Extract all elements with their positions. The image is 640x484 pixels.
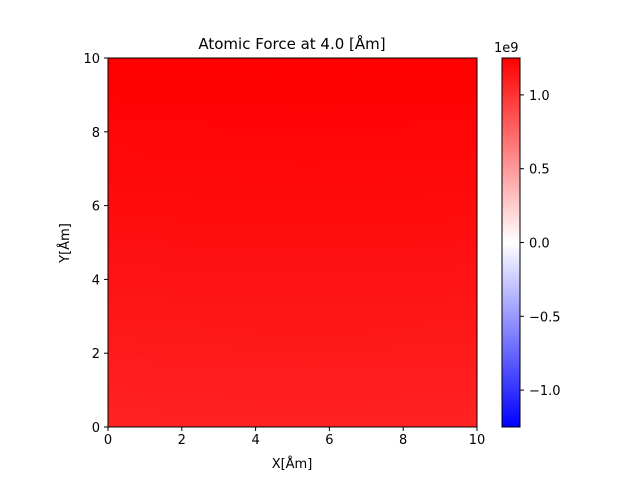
x-tick-label: 8 — [399, 433, 407, 448]
plot-area — [107, 57, 478, 428]
y-tick-label: 2 — [92, 347, 100, 362]
x-tick-label: 4 — [251, 433, 259, 448]
y-axis-ticks: 0 2 4 6 8 10 — [83, 52, 108, 436]
y-tick-label: 10 — [83, 52, 100, 67]
x-axis-label: X[Åm] — [272, 456, 313, 472]
y-tick-label: 6 — [92, 200, 100, 215]
chart-title: Atomic Force at 4.0 [Åm] — [198, 34, 385, 53]
heatmap-field-highlight — [108, 58, 477, 427]
colorbar-tick-label: −1.0 — [529, 384, 561, 399]
y-axis-label: Y[Åm] — [57, 223, 73, 264]
x-tick-label: 6 — [325, 433, 333, 448]
x-tick-label: 0 — [104, 433, 112, 448]
colorbar-gradient — [501, 57, 521, 428]
colorbar: −1.0 −0.5 0.0 0.5 1.0 1e9 — [494, 41, 561, 428]
y-tick-label: 8 — [92, 126, 100, 141]
x-tick-label: 10 — [469, 433, 486, 448]
colorbar-tick-label: 0.0 — [529, 237, 550, 252]
colorbar-tick-label: −0.5 — [529, 310, 561, 325]
x-tick-label: 2 — [178, 433, 186, 448]
colorbar-offset-text: 1e9 — [494, 41, 519, 56]
colorbar-tick-label: 0.5 — [529, 163, 550, 178]
x-axis-ticks: 0 2 4 6 8 10 — [104, 427, 485, 448]
y-tick-label: 0 — [92, 421, 100, 436]
y-tick-label: 4 — [92, 273, 100, 288]
colorbar-ticks: −1.0 −0.5 0.0 0.5 1.0 — [520, 89, 561, 399]
colorbar-tick-label: 1.0 — [529, 89, 550, 104]
plot-frame — [107, 57, 478, 428]
